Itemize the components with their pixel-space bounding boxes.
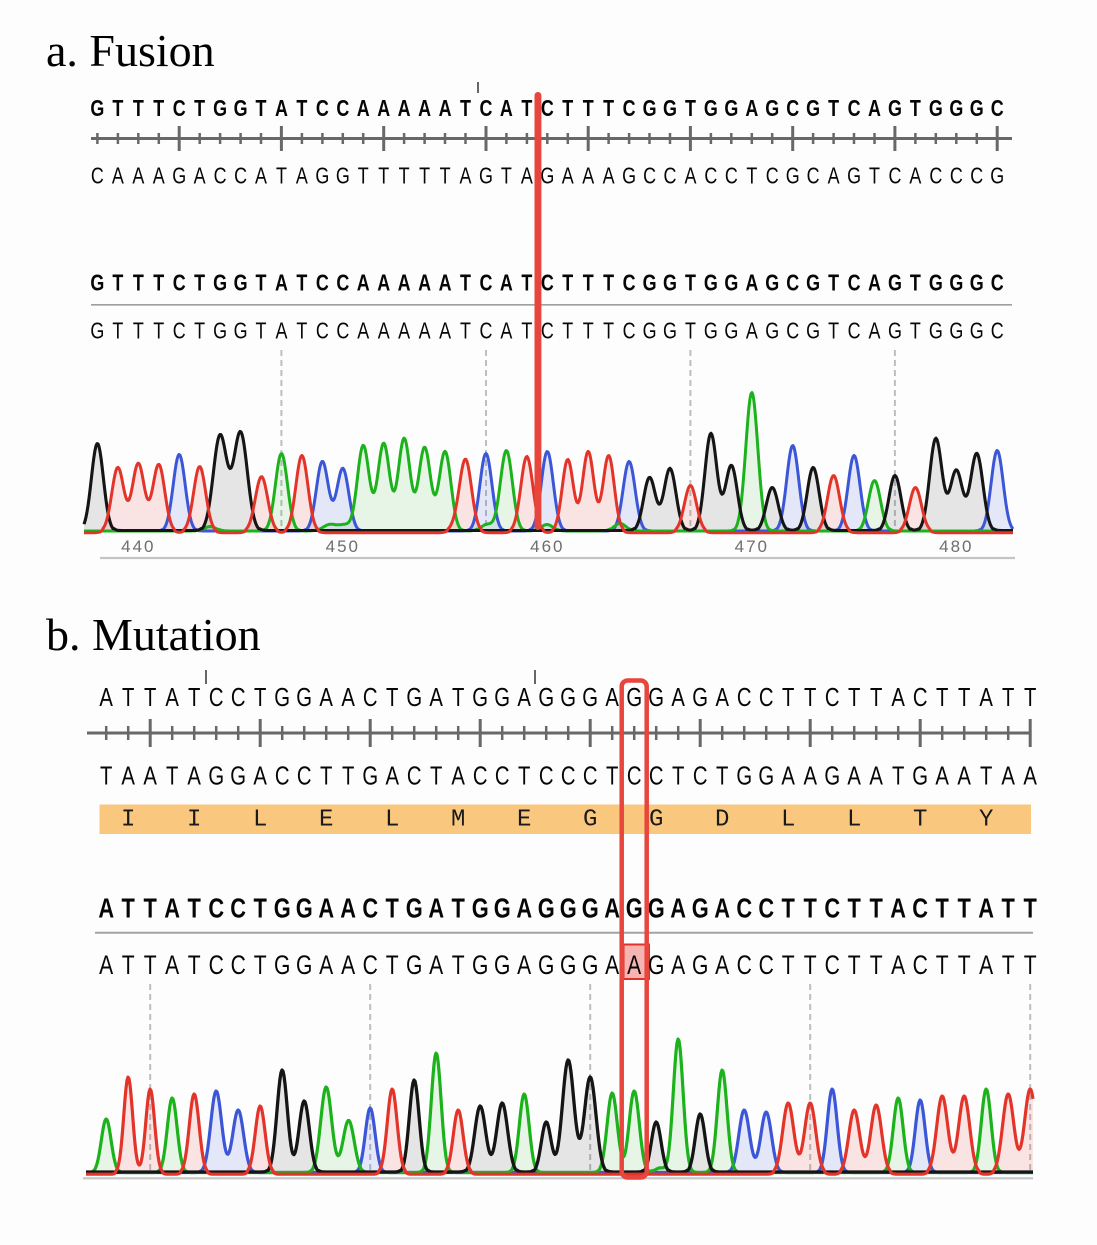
svg-text:L: L	[781, 807, 795, 834]
svg-text:450: 450	[326, 537, 360, 556]
svg-text:460: 460	[530, 537, 564, 556]
svg-text:L: L	[385, 807, 399, 834]
svg-text:CAAAGACCATAGGTTTTTAGTAGAAAGCCA: CAAAGACCATAGGTTTTTAGTAGAAAGCCACCTCGCAGTC…	[91, 163, 1004, 189]
svg-text:E: E	[517, 807, 531, 834]
svg-text:a. Fusion: a. Fusion	[46, 25, 215, 76]
svg-text:L: L	[847, 807, 861, 834]
svg-text:ATTATCCTGGAACTGATGGAGGGAGGAGAC: ATTATCCTGGAACTGATGGAGGGAGGAGACCTTCTTACTT…	[99, 683, 1036, 712]
svg-text:D: D	[715, 807, 729, 834]
svg-text:I: I	[187, 807, 201, 834]
svg-text:G: G	[649, 807, 663, 834]
svg-text:GTTTCTGGTATCCAAAAATCATCTTTCGGT: GTTTCTGGTATCCAAAAATCATCTTTCGGTGGAGCGTCAG…	[90, 270, 1003, 296]
svg-text:ATTATCCTGGAACTGATGGAGGGAGGAGAC: ATTATCCTGGAACTGATGGAGGGAGGAGACCTTCTTACTT…	[98, 893, 1037, 924]
svg-text:440: 440	[121, 537, 155, 556]
svg-text:GTTTCTGGTATCCAAAAATCATCTTTCGGT: GTTTCTGGTATCCAAAAATCATCTTTCGGTGGAGCGTCAG…	[90, 318, 1003, 344]
svg-text:E: E	[319, 807, 333, 834]
svg-text:G: G	[583, 807, 597, 834]
svg-text:Y: Y	[979, 807, 993, 834]
svg-text:L: L	[253, 807, 267, 834]
svg-text:T: T	[913, 807, 927, 834]
svg-text:ATTATCCTGGAACTGATGGAGGGAAGAGAC: ATTATCCTGGAACTGATGGAGGGAAGAGACCTTCTTACTT…	[99, 951, 1037, 981]
svg-text:M: M	[451, 807, 465, 834]
svg-text:TAATAGGACCTTGACTACCTCCCTCCTCTG: TAATAGGACCTTGACTACCTCCCTCCTCTGGAAGAATGAA…	[100, 761, 1037, 790]
svg-text:GTTTCTGGTATCCAAAAATCATCTTTCGGT: GTTTCTGGTATCCAAAAATCATCTTTCGGTGGAGCGTCAG…	[90, 96, 1003, 122]
svg-text:b. Mutation: b. Mutation	[46, 609, 261, 660]
svg-text:470: 470	[735, 537, 769, 556]
svg-text:I: I	[121, 807, 135, 834]
svg-text:480: 480	[939, 537, 973, 556]
